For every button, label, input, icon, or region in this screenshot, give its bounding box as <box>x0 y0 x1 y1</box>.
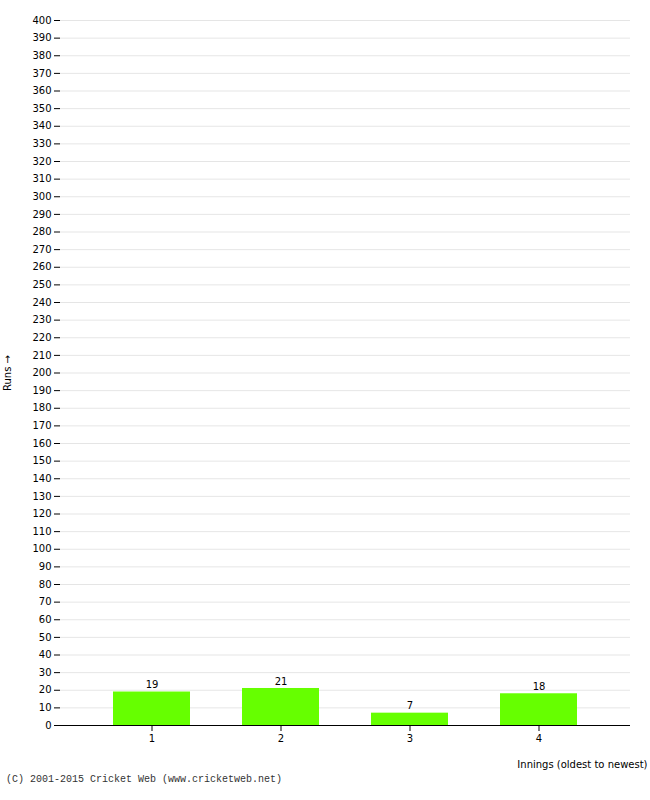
svg-text:400: 400 <box>32 15 51 26</box>
svg-text:260: 260 <box>32 261 51 272</box>
svg-text:230: 230 <box>32 314 51 325</box>
svg-text:110: 110 <box>32 526 51 537</box>
svg-text:300: 300 <box>32 191 51 202</box>
svg-text:18: 18 <box>533 681 546 692</box>
svg-text:390: 390 <box>32 32 51 43</box>
svg-text:200: 200 <box>32 367 51 378</box>
svg-text:0: 0 <box>45 720 51 731</box>
svg-text:360: 360 <box>32 85 51 96</box>
svg-text:330: 330 <box>32 138 51 149</box>
svg-text:80: 80 <box>39 579 52 590</box>
svg-text:130: 130 <box>32 491 51 502</box>
svg-text:30: 30 <box>39 667 52 678</box>
svg-text:280: 280 <box>32 226 51 237</box>
svg-text:Runs →: Runs → <box>2 355 13 391</box>
svg-text:160: 160 <box>32 438 51 449</box>
svg-text:220: 220 <box>32 332 51 343</box>
svg-text:270: 270 <box>32 244 51 255</box>
svg-text:60: 60 <box>39 614 52 625</box>
svg-text:40: 40 <box>39 649 52 660</box>
svg-text:320: 320 <box>32 156 51 167</box>
svg-text:140: 140 <box>32 473 51 484</box>
svg-text:190: 190 <box>32 385 51 396</box>
svg-text:4: 4 <box>536 733 542 744</box>
svg-text:240: 240 <box>32 297 51 308</box>
svg-text:370: 370 <box>32 68 51 79</box>
svg-text:290: 290 <box>32 209 51 220</box>
svg-text:340: 340 <box>32 120 51 131</box>
svg-text:100: 100 <box>32 543 51 554</box>
html-text:(C) 2001-2015 Cricket Web (www: (C) 2001-2015 Cricket Web (www.cricketwe… <box>6 774 282 785</box>
svg-text:250: 250 <box>32 279 51 290</box>
svg-text:20: 20 <box>39 684 52 695</box>
svg-text:150: 150 <box>32 455 51 466</box>
svg-text:1: 1 <box>149 733 155 744</box>
svg-text:170: 170 <box>32 420 51 431</box>
svg-text:50: 50 <box>39 632 52 643</box>
svg-text:70: 70 <box>39 596 52 607</box>
svg-text:180: 180 <box>32 402 51 413</box>
svg-text:2: 2 <box>278 733 284 744</box>
svg-text:210: 210 <box>32 350 51 361</box>
svg-text:7: 7 <box>407 700 413 711</box>
svg-text:10: 10 <box>39 702 52 713</box>
svg-text:350: 350 <box>32 103 51 114</box>
svg-text:310: 310 <box>32 173 51 184</box>
svg-text:19: 19 <box>146 679 159 690</box>
svg-text:Innings (oldest to newest): Innings (oldest to newest) <box>517 759 647 770</box>
svg-text:3: 3 <box>407 733 413 744</box>
svg-text:120: 120 <box>32 508 51 519</box>
svg-text:21: 21 <box>275 676 288 687</box>
svg-text:380: 380 <box>32 50 51 61</box>
svg-text:90: 90 <box>39 561 52 572</box>
